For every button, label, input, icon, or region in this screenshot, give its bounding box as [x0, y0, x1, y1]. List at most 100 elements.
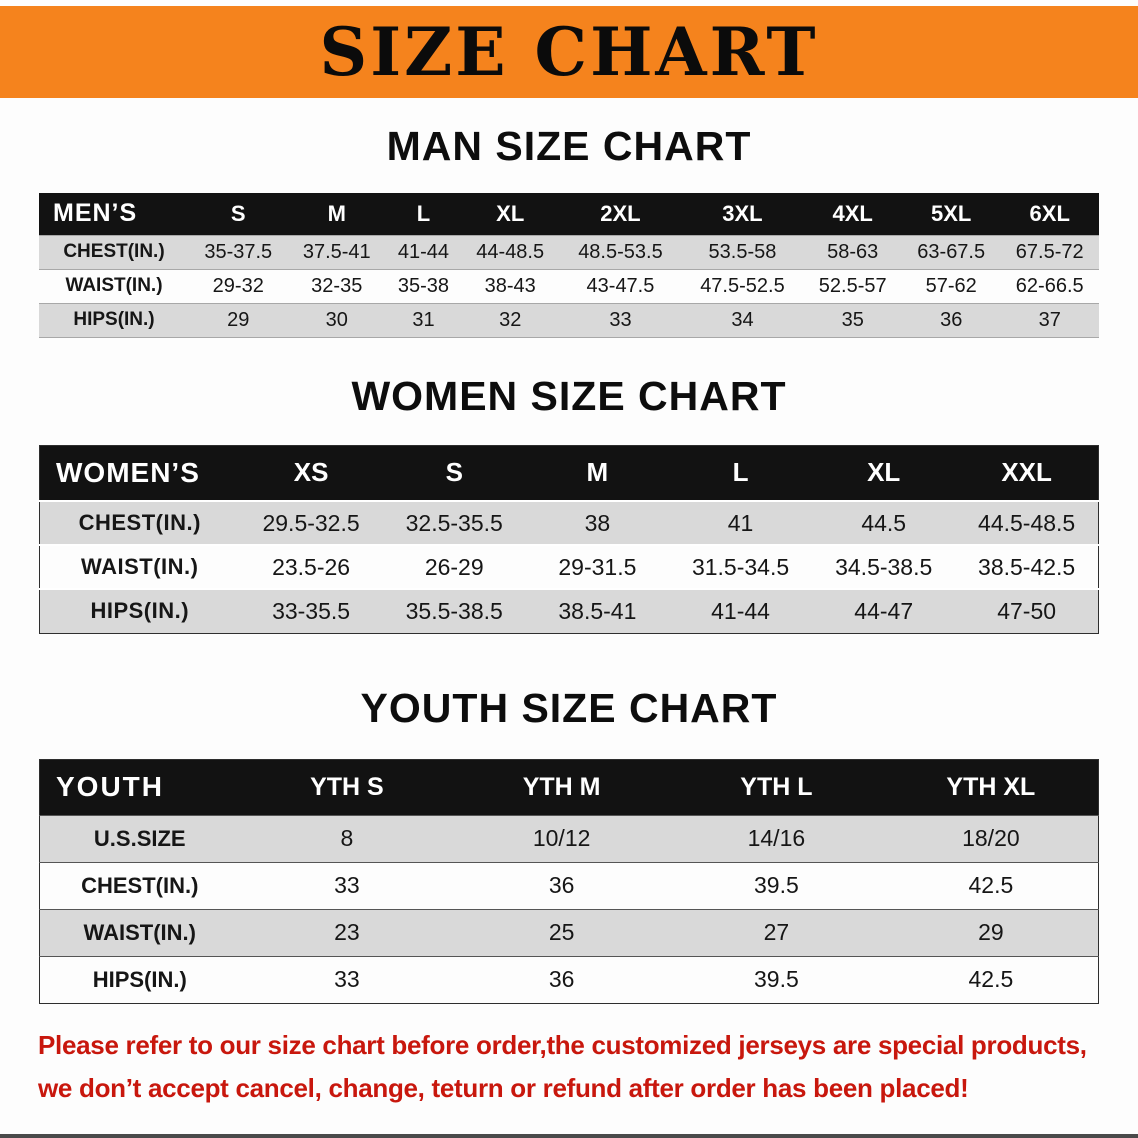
table-row: HIPS(IN.) 33-35.5 35.5-38.5 38.5-41 41-4… — [39, 588, 1099, 634]
cell: 29-31.5 — [525, 544, 669, 590]
women-heading: WOMEN SIZE CHART — [351, 372, 787, 419]
cell: 37.5-41 — [287, 234, 386, 270]
cell: 23.5-26 — [239, 544, 383, 590]
cell: 23 — [239, 908, 455, 957]
cell: 48.5-53.5 — [559, 234, 682, 270]
cell: 63-67.5 — [901, 234, 1001, 270]
cell: 36 — [454, 955, 669, 1004]
cell: 18/20 — [883, 814, 1099, 863]
men-section: MAN SIZE CHART MEN’S S M L XL 2XL 3XL 4X… — [0, 123, 1138, 338]
cell: 26-29 — [382, 544, 526, 590]
table-row: CHEST(IN.) 33 36 39.5 42.5 — [39, 861, 1099, 910]
cell: 33 — [239, 955, 455, 1004]
men-col-header: M — [287, 193, 386, 236]
women-table-label: WOMEN’S — [39, 445, 240, 502]
cell: 35.5-38.5 — [382, 588, 526, 634]
cell: 52.5-57 — [803, 268, 902, 304]
cell: 38.5-42.5 — [955, 544, 1099, 590]
cell: 29-32 — [189, 268, 288, 304]
cell: 34.5-38.5 — [812, 544, 956, 590]
cell: 33-35.5 — [239, 588, 383, 634]
cell: 58-63 — [803, 234, 902, 270]
cell: 57-62 — [901, 268, 1001, 304]
youth-col-header: YTH M — [454, 759, 669, 816]
row-label: WAIST(IN.) — [39, 268, 189, 304]
youth-heading: YOUTH SIZE CHART — [360, 684, 778, 731]
cell: 41-44 — [668, 588, 813, 634]
men-table-label: MEN’S — [39, 193, 189, 236]
cell: 39.5 — [669, 861, 884, 910]
row-label: HIPS(IN.) — [39, 955, 240, 1004]
disclaimer-line-1: Please refer to our size chart before or… — [38, 1029, 1087, 1060]
cell: 44-48.5 — [460, 234, 560, 270]
cell: 32 — [460, 302, 560, 338]
cell: 39.5 — [669, 955, 884, 1004]
women-col-header: XS — [239, 445, 383, 502]
row-label: HIPS(IN.) — [39, 588, 240, 634]
men-header-row: MEN’S S M L XL 2XL 3XL 4XL 5XL 6XL — [39, 193, 1099, 236]
table-row: U.S.SIZE 8 10/12 14/16 18/20 — [39, 814, 1099, 863]
cell: 41 — [668, 500, 813, 546]
cell: 34 — [681, 302, 804, 338]
cell: 29.5-32.5 — [239, 500, 383, 546]
table-row: CHEST(IN.) 35-37.5 37.5-41 41-44 44-48.5… — [39, 234, 1099, 270]
youth-size-table: YOUTH YTH S YTH M YTH L YTH XL U.S.SIZE … — [39, 758, 1099, 1004]
table-row: WAIST(IN.) 29-32 32-35 35-38 38-43 43-47… — [39, 268, 1099, 304]
cell: 53.5-58 — [681, 234, 804, 270]
cell: 35 — [803, 302, 902, 338]
cell: 43-47.5 — [559, 268, 682, 304]
women-header-row: WOMEN’S XS S M L XL XXL — [39, 445, 1099, 502]
cell: 38-43 — [460, 268, 560, 304]
row-label: CHEST(IN.) — [39, 234, 189, 270]
men-col-header: 5XL — [901, 193, 1001, 236]
row-label: U.S.SIZE — [39, 814, 240, 863]
men-col-header: XL — [460, 193, 560, 236]
bottom-edge-divider — [0, 1134, 1138, 1138]
cell: 42.5 — [883, 955, 1099, 1004]
cell: 33 — [239, 861, 455, 910]
men-col-header: 3XL — [681, 193, 804, 236]
row-label: WAIST(IN.) — [39, 544, 240, 590]
men-col-header: S — [189, 193, 288, 236]
size-chart-page: SIZE CHART MAN SIZE CHART MEN’S S M L XL… — [0, 6, 1138, 1138]
cell: 31 — [386, 302, 461, 338]
cell: 25 — [454, 908, 669, 957]
cell: 62-66.5 — [1000, 268, 1099, 304]
cell: 67.5-72 — [1000, 234, 1099, 270]
cell: 8 — [239, 814, 455, 863]
men-col-header: 2XL — [559, 193, 682, 236]
cell: 37 — [1000, 302, 1099, 338]
women-col-header: XXL — [955, 445, 1099, 502]
table-row: WAIST(IN.) 23 25 27 29 — [39, 908, 1099, 957]
cell: 29 — [883, 908, 1099, 957]
table-row: HIPS(IN.) 29 30 31 32 33 34 35 36 37 — [39, 302, 1099, 338]
women-col-header: XL — [812, 445, 956, 502]
women-col-header: S — [382, 445, 526, 502]
disclaimer-line-2: we don’t accept cancel, change, teturn o… — [38, 1072, 969, 1103]
women-size-table: WOMEN’S XS S M L XL XXL CHEST(IN.) 29.5-… — [39, 444, 1099, 634]
cell: 44.5 — [812, 500, 956, 546]
table-row: WAIST(IN.) 23.5-26 26-29 29-31.5 31.5-34… — [39, 544, 1099, 590]
cell: 35-38 — [386, 268, 461, 304]
cell: 36 — [454, 861, 669, 910]
youth-table-label: YOUTH — [39, 759, 240, 816]
cell: 38 — [525, 500, 669, 546]
cell: 32.5-35.5 — [382, 500, 526, 546]
youth-section: YOUTH SIZE CHART YOUTH YTH S YTH M YTH L… — [0, 684, 1138, 1004]
youth-header-row: YOUTH YTH S YTH M YTH L YTH XL — [39, 759, 1099, 816]
cell: 47-50 — [955, 588, 1099, 634]
youth-col-header: YTH XL — [883, 759, 1099, 816]
row-label: HIPS(IN.) — [39, 302, 189, 338]
cell: 14/16 — [669, 814, 884, 863]
cell: 32-35 — [287, 268, 386, 304]
men-size-table: MEN’S S M L XL 2XL 3XL 4XL 5XL 6XL CHEST… — [39, 193, 1099, 338]
cell: 42.5 — [883, 861, 1099, 910]
cell: 35-37.5 — [189, 234, 288, 270]
cell: 36 — [901, 302, 1001, 338]
cell: 33 — [559, 302, 682, 338]
cell: 29 — [189, 302, 288, 338]
women-section: WOMEN SIZE CHART WOMEN’S XS S M L XL XXL… — [0, 372, 1138, 634]
cell: 27 — [669, 908, 884, 957]
men-col-header: L — [386, 193, 461, 236]
cell: 30 — [287, 302, 386, 338]
